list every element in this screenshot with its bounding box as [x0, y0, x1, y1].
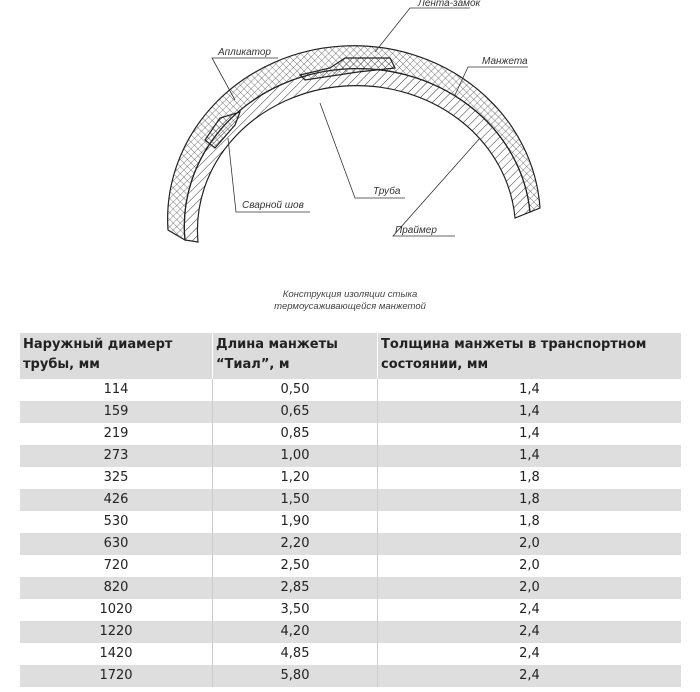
label-tape-lock: Лента-замок [417, 0, 482, 9]
table-cell: 1,8 [377, 489, 681, 511]
table-row: 630 2,20 2,0 [20, 533, 681, 555]
applicator [204, 111, 241, 149]
table-row: 426 1,50 1,8 [20, 489, 681, 511]
diagram-caption: Конструкция изоляции стыка термоусаживаю… [0, 289, 700, 313]
table-cell: 2,50 [212, 555, 378, 577]
tape-lock [298, 57, 396, 81]
pipe-joint-diagram: Лента-замок Апликатор Манжета Труба Свар… [167, 0, 541, 243]
table-row: 1720 5,80 2,4 [20, 665, 681, 687]
table-cell: 1020 [20, 599, 213, 621]
table-cell: 426 [20, 489, 213, 511]
label-primer: Праймер [395, 225, 437, 236]
header-diameter: Наружный диамерт трубы, мм [20, 333, 213, 379]
table-row: 1220 4,20 2,4 [20, 621, 681, 643]
table-cell: 820 [20, 577, 213, 599]
table-cell: 2,4 [377, 621, 681, 643]
table-cell: 2,0 [377, 533, 681, 555]
sleeve-size-table: Наружный диамерт трубы, мм Длина манжеты… [20, 333, 681, 687]
table-row: 219 0,85 1,4 [20, 423, 681, 445]
table-cell: 273 [20, 445, 213, 467]
table-cell: 1,8 [377, 511, 681, 533]
table-cell: 2,20 [212, 533, 378, 555]
table-cell: 1,00 [212, 445, 378, 467]
label-sleeve: Манжета [482, 56, 528, 67]
table-cell: 720 [20, 555, 213, 577]
table-cell: 1,4 [377, 445, 681, 467]
table-cell: 2,85 [212, 577, 378, 599]
table-cell: 3,50 [212, 599, 378, 621]
caption-line-2: термоусаживающейся манжетой [274, 301, 426, 312]
table-cell: 114 [20, 379, 213, 401]
table-cell: 1,90 [212, 511, 378, 533]
table-cell: 2,4 [377, 665, 681, 687]
table-cell: 1,4 [377, 423, 681, 445]
table-row: 820 2,85 2,0 [20, 577, 681, 599]
caption-line-1: Конструкция изоляции стыка [282, 289, 418, 300]
table-cell: 1,4 [377, 379, 681, 401]
header-length: Длина манжеты “Тиал”, м [212, 333, 378, 379]
table-cell: 1,4 [377, 401, 681, 423]
table-row: 114 0,50 1,4 [20, 379, 681, 401]
label-weld: Сварной шов [242, 200, 304, 211]
table-cell: 530 [20, 511, 213, 533]
table-cell: 0,85 [212, 423, 378, 445]
table-cell: 2,0 [377, 577, 681, 599]
header-thickness: Толщина манжеты в транспортном состоянии… [377, 333, 681, 379]
table-row: 159 0,65 1,4 [20, 401, 681, 423]
table-cell: 159 [20, 401, 213, 423]
table-row: 1020 3,50 2,4 [20, 599, 681, 621]
sleeve-layer [167, 45, 541, 242]
label-applicator: Апликатор [217, 47, 271, 58]
table-cell: 5,80 [212, 665, 378, 687]
label-pipe: Труба [373, 185, 401, 197]
table-row: 530 1,90 1,8 [20, 511, 681, 533]
table-cell: 630 [20, 533, 213, 555]
table-cell: 0,65 [212, 401, 378, 423]
table-row: 273 1,00 1,4 [20, 445, 681, 467]
table-row: 325 1,20 1,8 [20, 467, 681, 489]
table-cell: 1420 [20, 643, 213, 665]
table-cell: 0,50 [212, 379, 378, 401]
table-row: 1420 4,85 2,4 [20, 643, 681, 665]
table-cell: 325 [20, 467, 213, 489]
table-cell: 1720 [20, 665, 213, 687]
table-cell: 1,20 [212, 467, 378, 489]
table-cell: 1220 [20, 621, 213, 643]
table-cell: 219 [20, 423, 213, 445]
table-row: 720 2,50 2,0 [20, 555, 681, 577]
table-cell: 2,4 [377, 599, 681, 621]
table-cell: 4,20 [212, 621, 378, 643]
table-cell: 1,50 [212, 489, 378, 511]
table-cell: 2,4 [377, 643, 681, 665]
table-cell: 4,85 [212, 643, 378, 665]
table-cell: 1,8 [377, 467, 681, 489]
table-cell: 2,0 [377, 555, 681, 577]
